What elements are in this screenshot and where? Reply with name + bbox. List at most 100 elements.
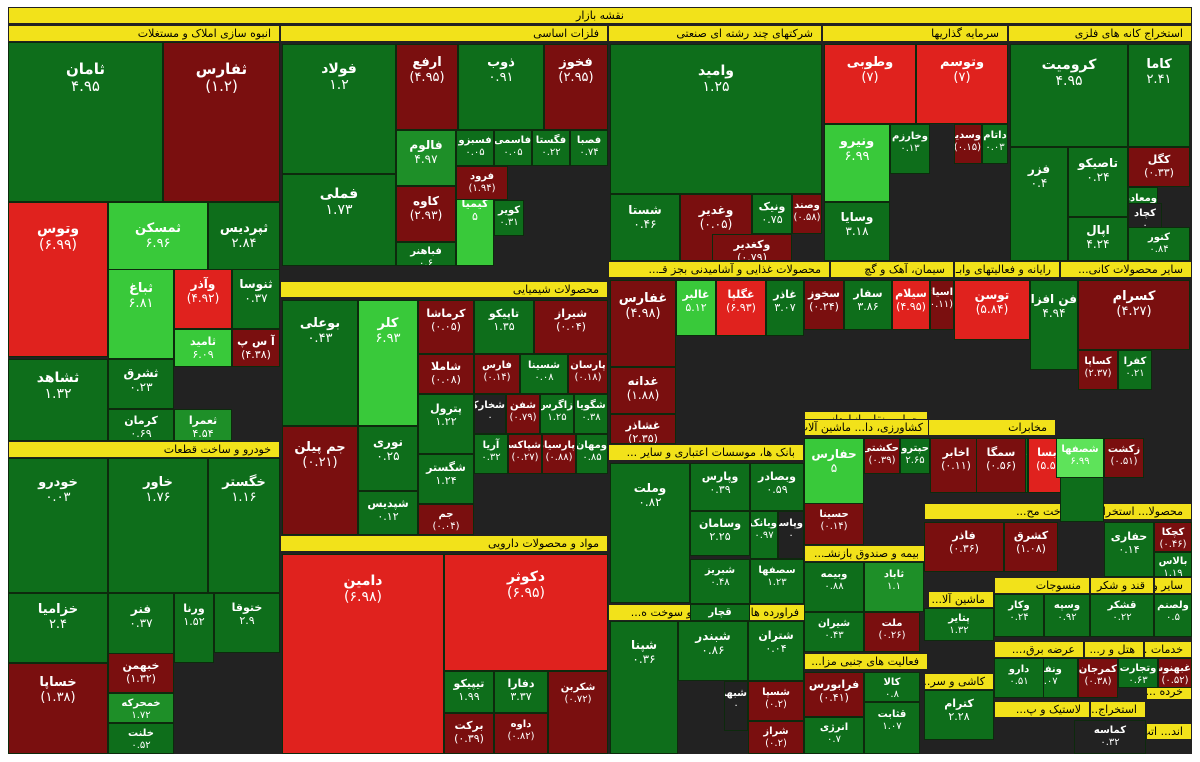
stock-tile[interactable]: شگویا ۰.۳۸ [574, 394, 608, 434]
stock-tile[interactable]: اسیاتک(۰.۱۱) [930, 280, 954, 330]
sector-header-s22[interactable]: قند و شکر [1090, 577, 1154, 594]
stock-tile[interactable]: کاما ۲.۴۱ [1128, 44, 1190, 147]
stock-tile[interactable]: وپارس ۰.۳۹ [690, 463, 750, 511]
stock-tile[interactable]: غشاذر (۲.۳۵) [610, 414, 676, 444]
stock-tile[interactable]: ختوقا ۲.۹ [214, 593, 280, 653]
stock-tile[interactable]: کچکا (۰.۴۶) [1154, 522, 1192, 552]
stock-tile[interactable]: برکت (۰.۳۹) [444, 713, 494, 754]
stock-tile[interactable]: فرود (۱.۹۴) [456, 166, 508, 200]
stock-tile[interactable]: شپنا ۰.۳۶ [610, 621, 678, 754]
stock-tile[interactable]: کویر ۰.۳۱ [494, 200, 524, 236]
stock-tile[interactable]: فرابورس (۰.۴۱) [804, 672, 864, 717]
stock-tile[interactable]: جم (۰.۰۴) [418, 504, 474, 535]
stock-tile[interactable]: خگستر ۱.۱۶ [208, 458, 280, 593]
stock-tile[interactable]: شراز (۰.۲) [748, 721, 804, 754]
sector-header-s32[interactable]: اند... اتب... [1146, 723, 1192, 740]
stock-tile[interactable]: وسایا ۳.۱۸ [824, 202, 890, 261]
sector-header-s23[interactable]: سایر وا... [1154, 577, 1192, 594]
stock-tile[interactable]: وبصادر ۰.۵۹ [750, 463, 804, 511]
stock-tile[interactable]: حفاری ۰.۱۴ [1104, 522, 1154, 577]
stock-tile[interactable]: شبندر ۰.۸۶ [678, 621, 748, 681]
stock-tile[interactable]: شسینا ۰.۰۸ [520, 354, 568, 394]
stock-tile[interactable]: وتوسم (۷) [916, 44, 1008, 124]
stock-tile[interactable]: ثباغ ۶.۸۱ [108, 269, 174, 359]
stock-tile[interactable]: ولصنم ۰.۵ [1154, 594, 1192, 637]
stock-tile[interactable]: وسپه ۰.۹۲ [1044, 594, 1090, 637]
stock-tile[interactable]: ورنا ۱.۵۲ [174, 593, 214, 663]
stock-tile[interactable]: خاور ۱.۷۶ [108, 458, 208, 593]
stock-tile[interactable]: فاذر (۰.۳۶) [924, 522, 1004, 572]
stock-tile[interactable]: وبانک ۰.۹۷ [750, 511, 778, 559]
stock-tile[interactable]: شپاکسا(۰.۲۷) [508, 434, 542, 474]
stock-tile[interactable]: شیران ۰.۴۳ [804, 612, 864, 652]
stock-tile[interactable]: تیپیکو ۱.۹۹ [444, 671, 494, 713]
stock-tile[interactable]: خلنت ۰.۵۲ [108, 723, 174, 754]
stock-tile[interactable]: وپاسار۰ [778, 511, 804, 559]
stock-tile[interactable]: زاگرس ۱.۲۵ [540, 394, 574, 434]
stock-tile[interactable]: فباهنر ۰.۶ [396, 242, 456, 266]
stock-tile[interactable]: وسدید(۰.۱۵) [954, 124, 982, 164]
sector-header-s10[interactable]: سیمان، آهک و گچ [830, 261, 954, 278]
stock-tile[interactable]: نوری ۰.۲۵ [358, 426, 418, 491]
stock-tile[interactable]: خزامیا ۲.۴ [8, 593, 108, 663]
stock-tile[interactable]: دکوثر (۶.۹۵) [444, 554, 608, 671]
stock-tile[interactable]: کساپا (۲.۳۷) [1078, 350, 1118, 390]
stock-tile[interactable]: اپال ۴.۲۴ [1068, 217, 1128, 261]
stock-tile[interactable]: غدانه (۱.۸۸) [610, 367, 676, 414]
sector-header-s11[interactable]: رایانه و فعالیتهای وابـ... [954, 261, 1060, 278]
sector-header-s30[interactable]: استخراج... [1090, 701, 1146, 718]
stock-tile[interactable]: سخوز (۰.۲۴) [804, 280, 844, 330]
stock-tile[interactable]: فخوز (۲.۹۵) [544, 44, 608, 130]
sector-header-s29[interactable]: لاستیک و پ... [994, 701, 1090, 718]
stock-tile[interactable]: زکشت (۰.۵۱) [1104, 438, 1144, 478]
stock-tile[interactable]: پتایر ۱.۳۲ [924, 608, 994, 641]
stock-tile[interactable]: غبهنوش(۰.۵۲) [1158, 658, 1192, 688]
stock-tile[interactable]: ثامان ۴.۹۵ [8, 42, 163, 202]
stock-tile[interactable]: کشرق (۱.۰۸) [1004, 522, 1058, 572]
stock-tile[interactable]: وامید ۱.۲۵ [610, 44, 822, 194]
stock-tile[interactable]: سصفها ۱.۲۳ [750, 559, 804, 604]
stock-tile[interactable]: فسبزو ۰.۰۵ [456, 130, 494, 166]
sector-header-s3[interactable]: شرکتهای چند رشته ای صنعتی [608, 25, 822, 42]
sector-header-s8[interactable]: مواد و محصولات دارویی [280, 535, 608, 552]
stock-tile[interactable]: داتام ۰.۰۳ [982, 124, 1008, 164]
stock-tile[interactable]: کترام ۲.۲۸ [924, 690, 994, 740]
stock-tile[interactable]: بالاس ۱.۱۹ [1154, 552, 1192, 577]
stock-tile[interactable]: ثعمرا ۴.۵۴ [174, 409, 232, 441]
stock-tile[interactable]: فولاد ۱.۲ [282, 44, 396, 174]
stock-tile[interactable]: فالوم ۴.۹۷ [396, 130, 456, 186]
sector-header-s13[interactable]: بانک ها، موسسات اعتباری و سایر ... [608, 444, 804, 461]
stock-tile[interactable]: ونیک ۰.۷۵ [752, 194, 792, 234]
stock-tile[interactable]: دامین (۶.۹۸) [282, 554, 444, 754]
stock-tile[interactable]: حپترو ۲.۶۵ [900, 438, 930, 474]
stock-tile[interactable]: پارسان (۰.۱۸) [568, 354, 608, 394]
sector-header-s18[interactable]: محصولا... استخراج ذ... ساخت مح... [924, 503, 1192, 520]
stock-tile[interactable]: کفرا ۰.۲۱ [1118, 350, 1152, 390]
stock-tile[interactable]: کالا ۰.۸ [864, 672, 920, 702]
stock-tile[interactable]: وسامان ۲.۲۵ [690, 511, 750, 556]
stock-tile[interactable]: شبهرن۰ [724, 681, 748, 731]
stock-tile[interactable]: فزر ۰.۴ [1010, 147, 1068, 261]
stock-tile[interactable]: خمحرکه ۱.۷۲ [108, 693, 174, 723]
stock-tile[interactable]: ثامید ۶.۰۹ [174, 329, 232, 367]
sector-header-s27[interactable]: خدمات ... [1144, 641, 1192, 658]
stock-tile[interactable]: خساپا (۱.۳۸) [8, 663, 108, 754]
stock-tile[interactable]: وآذر (۴.۹۲) [174, 269, 232, 329]
stock-tile[interactable]: دفارا ۳.۳۷ [494, 671, 548, 713]
stock-tile[interactable]: کگل (۰.۳۳) [1128, 147, 1190, 187]
stock-tile[interactable]: شگستر ۱.۲۴ [418, 454, 474, 504]
stock-tile[interactable]: وخارزم ۰.۱۳ [890, 124, 930, 174]
stock-tile[interactable]: کمرجان (۰.۳۸) [1078, 658, 1118, 698]
sector-header-s4[interactable]: سرمایه گذاریها [822, 25, 1008, 42]
stock-tile[interactable]: ذوب ۰.۹۱ [458, 44, 544, 130]
stock-tile[interactable]: حسینا (۰.۱۴) [804, 503, 864, 545]
stock-tile[interactable]: وطوبی (۷) [824, 44, 916, 124]
stock-tile[interactable]: شیراز (۰.۰۴) [534, 300, 608, 354]
stock-tile[interactable]: ثفارس (۱.۲) [163, 42, 280, 202]
stock-tile[interactable]: وتجارت ۰.۶۳ [1118, 658, 1158, 688]
stock-tile[interactable]: پترول ۱.۲۲ [418, 394, 474, 454]
sector-header-s25[interactable]: عرضه برق،... [994, 641, 1084, 658]
stock-tile[interactable]: شفن (۰.۷۹) [506, 394, 540, 434]
stock-tile[interactable]: فن افزار۴.۹۴ [1030, 280, 1078, 370]
stock-tile[interactable]: توسن (۵.۸۴) [954, 280, 1030, 340]
